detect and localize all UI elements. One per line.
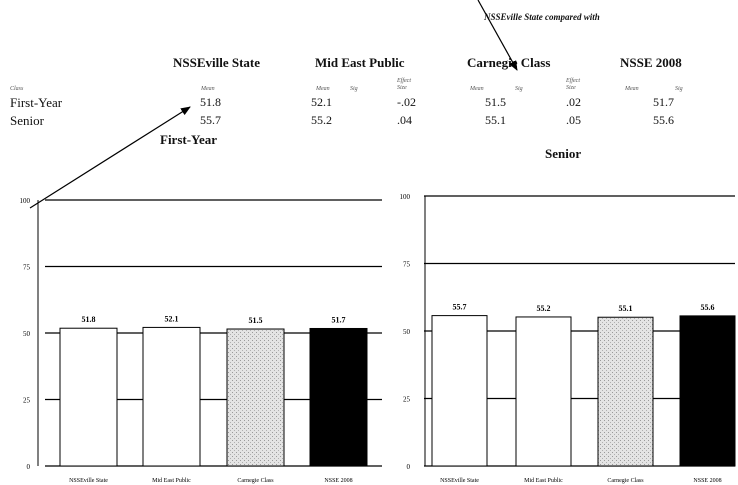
cell-sr-mideast: 55.2	[311, 113, 332, 127]
cell-fy-carnegie-effect: .02	[566, 95, 581, 109]
subheader-sig-4: Sig	[675, 86, 683, 92]
y-tick-label: 75	[403, 261, 411, 269]
group-header-nsse: NSSE 2008	[620, 55, 682, 70]
annotation-note: NSSEville State compared with	[484, 12, 600, 22]
bar	[679, 315, 736, 467]
cell-fy-mideast-effect: -.02	[397, 95, 416, 109]
bar-value-label: 51.5	[249, 316, 263, 325]
bar	[226, 328, 285, 467]
y-tick-label: 25	[403, 396, 411, 404]
bar-value-label: 51.7	[332, 315, 346, 324]
bar-value-label: 55.7	[453, 303, 467, 312]
chart-title-senior: Senior	[545, 146, 582, 161]
bar	[309, 327, 368, 467]
cell-sr-nsseville: 55.7	[200, 113, 221, 127]
cell-sr-carnegie-effect: .05	[566, 113, 581, 127]
cell-fy-nsse: 51.7	[653, 95, 674, 109]
subheader-mean-4: Mean	[625, 86, 639, 92]
cell-fy-carnegie: 51.5	[485, 95, 506, 109]
y-tick-label: 0	[27, 463, 31, 471]
bar	[59, 327, 118, 467]
x-tick-label: NSSEville State	[69, 478, 108, 484]
group-header-nsseville: NSSEville State	[173, 55, 261, 70]
cell-fy-mideast: 52.1	[311, 95, 332, 109]
cell-sr-mideast-effect: .04	[397, 113, 412, 127]
x-tick-label: Mid East Public	[524, 478, 563, 484]
group-header-carnegie: Carnegie Class	[467, 55, 551, 70]
x-tick-label: Mid East Public	[152, 478, 191, 484]
subheader-mean-2: Mean	[316, 86, 330, 92]
bar	[515, 316, 572, 467]
x-tick-label: NSSE 2008	[693, 478, 721, 484]
group-header-mid-east: Mid East Public	[315, 55, 405, 70]
row-label-senior: Senior	[10, 113, 44, 128]
bar	[142, 326, 201, 467]
subheader-effect-2: Effect Size	[397, 78, 411, 91]
y-tick-label: 100	[400, 193, 411, 201]
chart-title-first-year: First-Year	[160, 132, 218, 147]
class-header: Class	[10, 86, 24, 92]
x-tick-label: Carnegie Class	[607, 478, 644, 484]
subheader-mean-1: Mean	[201, 86, 215, 92]
bar	[431, 315, 488, 467]
y-tick-label: 75	[23, 264, 31, 272]
subheader-sig-2: Sig	[350, 86, 358, 92]
subheader-effect-3: Effect Size	[566, 78, 580, 91]
x-tick-label: NSSE 2008	[324, 478, 352, 484]
bar-value-label: 55.2	[537, 304, 551, 313]
y-tick-label: 25	[23, 397, 31, 405]
y-tick-label: 100	[20, 197, 31, 205]
bar-value-label: 51.8	[82, 315, 96, 324]
cell-sr-carnegie: 55.1	[485, 113, 506, 127]
row-label-first-year: First-Year	[10, 95, 63, 110]
cell-fy-nsseville: 51.8	[200, 95, 221, 109]
bar	[597, 316, 654, 467]
bar-value-label: 55.6	[701, 303, 715, 312]
x-tick-label: Carnegie Class	[237, 478, 274, 484]
y-tick-label: 0	[407, 463, 411, 471]
x-tick-label: NSSEville State	[440, 478, 479, 484]
y-tick-label: 50	[23, 330, 31, 338]
subheader-sig-3: Sig	[515, 86, 523, 92]
y-tick-label: 50	[403, 328, 411, 336]
arrow-to-carnegie	[477, 0, 518, 71]
arrow-to-table	[29, 106, 191, 209]
cell-sr-nsse: 55.6	[653, 113, 674, 127]
subheader-mean-3: Mean	[470, 86, 484, 92]
bar-value-label: 55.1	[619, 304, 633, 313]
bar-value-label: 52.1	[165, 314, 179, 323]
